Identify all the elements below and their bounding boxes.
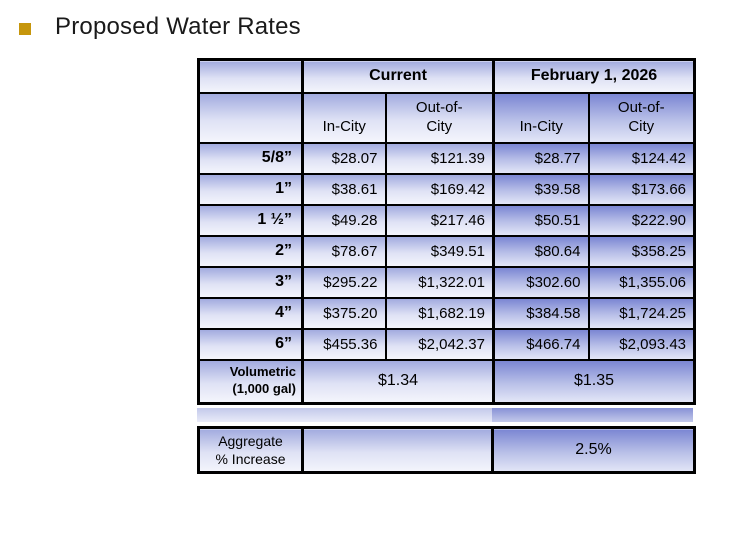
rate-cell: $121.39 <box>384 141 495 175</box>
bullet-square-icon <box>19 23 31 35</box>
table-subheader-row: In-City Out-of- City In-City Out-of- Cit… <box>197 91 696 144</box>
meter-size-label: 6” <box>197 327 304 361</box>
volumetric-row: Volumetric (1,000 gal) $1.34 $1.35 <box>197 358 696 405</box>
rate-cell: $349.51 <box>384 234 495 268</box>
current-header: Current <box>301 58 495 94</box>
aggregate-label-line2: % Increase <box>215 451 286 467</box>
future-out-of-city-header: Out-of- City <box>587 91 696 144</box>
rate-cell: $375.20 <box>301 296 387 330</box>
rate-cell: $1,322.01 <box>384 265 495 299</box>
meter-size-label: 3” <box>197 265 304 299</box>
aggregate-label-line1: Aggregate <box>218 432 283 449</box>
table-row: 5/8” $28.07 $121.39 $28.77 $124.42 <box>197 141 696 175</box>
rate-cell: $78.67 <box>301 234 387 268</box>
rate-cell: $358.25 <box>587 234 696 268</box>
meter-size-label: 1 ½” <box>197 203 304 237</box>
rate-cell: $1,682.19 <box>384 296 495 330</box>
aggregate-current-value <box>301 426 494 474</box>
table-row: 1” $38.61 $169.42 $39.58 $173.66 <box>197 172 696 206</box>
meter-size-label: 2” <box>197 234 304 268</box>
water-rates-table: Current February 1, 2026 In-City Out-of-… <box>197 58 697 405</box>
current-out-of-city-header: Out-of- City <box>384 91 495 144</box>
meter-size-label: 5/8” <box>197 141 304 175</box>
corner-empty-cell <box>197 58 304 94</box>
rate-cell: $39.58 <box>492 172 590 206</box>
table-row: 6” $455.36 $2,042.37 $466.74 $2,093.43 <box>197 327 696 361</box>
rate-cell: $302.60 <box>492 265 590 299</box>
page-title: Proposed Water Rates <box>55 13 301 40</box>
future-in-city-header: In-City <box>492 91 590 144</box>
rate-cell: $124.42 <box>587 141 696 175</box>
aggregate-label: Aggregate % Increase <box>197 426 304 474</box>
rate-cell: $169.42 <box>384 172 495 206</box>
rate-cell: $28.77 <box>492 141 590 175</box>
current-in-city-header: In-City <box>301 91 387 144</box>
rate-cell: $28.07 <box>301 141 387 175</box>
meter-size-label: 4” <box>197 296 304 330</box>
rate-cell: $49.28 <box>301 203 387 237</box>
meter-size-label: 1” <box>197 172 304 206</box>
rate-cell: $455.36 <box>301 327 387 361</box>
rate-cell: $50.51 <box>492 203 590 237</box>
table-row: 1 ½” $49.28 $217.46 $50.51 $222.90 <box>197 203 696 237</box>
rate-cell: $173.66 <box>587 172 696 206</box>
rate-cell: $466.74 <box>492 327 590 361</box>
rate-cell: $2,042.37 <box>384 327 495 361</box>
divider-band <box>197 408 693 422</box>
out-of-city-line2: City <box>628 117 655 135</box>
slide-title-row: Proposed Water Rates <box>19 13 301 42</box>
rate-cell: $295.22 <box>301 265 387 299</box>
volumetric-label-line2: (1,000 gal) <box>232 381 296 397</box>
rate-cell: $1,724.25 <box>587 296 696 330</box>
rate-cell: $38.61 <box>301 172 387 206</box>
divider-band-left <box>197 408 492 422</box>
rate-cell: $217.46 <box>384 203 495 237</box>
rate-cell: $1,355.06 <box>587 265 696 299</box>
table-row: 4” $375.20 $1,682.19 $384.58 $1,724.25 <box>197 296 696 330</box>
rate-cell: $384.58 <box>492 296 590 330</box>
rate-cell: $222.90 <box>587 203 696 237</box>
rate-cell: $2,093.43 <box>587 327 696 361</box>
volumetric-current-value: $1.34 <box>301 358 495 405</box>
table-row: 2” $78.67 $349.51 $80.64 $358.25 <box>197 234 696 268</box>
rates-table-block: Current February 1, 2026 In-City Out-of-… <box>197 58 697 474</box>
aggregate-row: Aggregate % Increase 2.5% <box>197 426 696 474</box>
aggregate-increase-table: Aggregate % Increase 2.5% <box>197 426 696 474</box>
volumetric-label: Volumetric (1,000 gal) <box>197 358 304 405</box>
table-header-row: Current February 1, 2026 <box>197 58 696 94</box>
aggregate-future-value: 2.5% <box>491 426 696 474</box>
rate-cell: $80.64 <box>492 234 590 268</box>
volumetric-future-value: $1.35 <box>491 358 696 405</box>
out-of-city-line1: Out-of- <box>617 99 665 116</box>
corner-empty-cell <box>197 91 304 144</box>
out-of-city-line2: City <box>426 117 453 135</box>
divider-band-right <box>492 408 693 422</box>
table-row: 3” $295.22 $1,322.01 $302.60 $1,355.06 <box>197 265 696 299</box>
future-header: February 1, 2026 <box>491 58 696 94</box>
volumetric-label-line1: Volumetric <box>229 364 296 380</box>
out-of-city-line1: Out-of- <box>415 99 463 116</box>
